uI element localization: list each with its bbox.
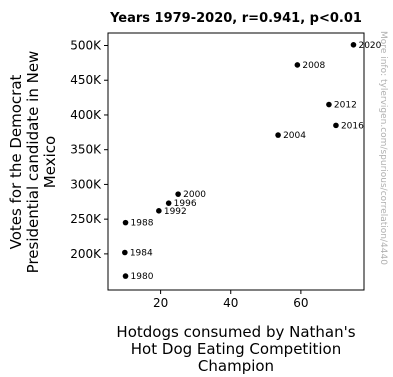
x-axis-label-line-2: Hot Dog Eating Competition	[131, 340, 341, 358]
y-axis-label-line-2: Presidential candidate in New	[24, 51, 42, 274]
x-axis-label: Hotdogs consumed by Nathan's Hot Dog Eat…	[116, 323, 355, 375]
data-point-label: 1992	[164, 207, 187, 217]
data-point	[165, 200, 172, 206]
y-tick-label: 200K	[70, 247, 102, 261]
y-tick-label: 250K	[70, 212, 102, 226]
data-point-label: 2012	[334, 101, 357, 111]
data-point-label: 2016	[341, 121, 364, 131]
y-axis-ticks: 200K 250K 300K 350K 400K 450K 500K	[70, 39, 108, 261]
data-point-label: 1996	[174, 199, 197, 209]
data-point-label: 2008	[302, 61, 325, 71]
data-point-label: 1988	[131, 219, 154, 229]
data-point-label: 1980	[131, 272, 154, 282]
y-tick-label: 350K	[70, 143, 102, 157]
x-axis-label-line-3: Champion	[198, 357, 274, 375]
data-point	[350, 42, 357, 48]
watermark-text: More info: tylervigen.com/spurious/corre…	[378, 31, 388, 265]
data-point-label: 2020	[358, 41, 381, 51]
y-axis-label-line-3: Mexico	[41, 136, 59, 188]
data-point	[122, 219, 129, 226]
x-tick-label: 40	[223, 296, 238, 310]
x-tick-label: 60	[293, 296, 308, 310]
chart-title: Years 1979-2020, r=0.941, p<0.01	[109, 11, 362, 26]
x-axis-label-line-1: Hotdogs consumed by Nathan's	[116, 323, 355, 341]
data-point	[294, 62, 301, 68]
y-tick-label: 300K	[70, 177, 102, 191]
data-point	[275, 132, 281, 138]
x-tick-label: 20	[153, 296, 168, 310]
data-point	[175, 191, 181, 197]
y-axis-label-line-1: Votes for the Democrat	[7, 74, 25, 249]
y-axis-label: Votes for the Democrat Presidential cand…	[7, 51, 59, 274]
data-point	[122, 273, 129, 279]
data-point-label: 1984	[130, 248, 153, 258]
data-point-label: 2004	[283, 131, 306, 141]
y-tick-label: 400K	[70, 108, 102, 122]
data-point	[156, 208, 162, 214]
data-point	[333, 122, 339, 129]
y-tick-label: 450K	[70, 73, 102, 87]
plot-area	[107, 32, 365, 291]
data-point	[326, 101, 332, 108]
data-point	[122, 249, 128, 256]
data-point-label: 2000	[183, 190, 206, 200]
y-tick-label: 500K	[70, 39, 102, 53]
x-axis-ticks: 20 40 60	[153, 290, 309, 310]
